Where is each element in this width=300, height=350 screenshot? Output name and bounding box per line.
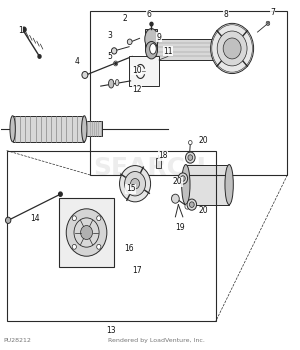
Text: 3: 3 [107, 31, 112, 40]
Text: 13: 13 [106, 326, 116, 335]
Circle shape [22, 27, 26, 32]
Circle shape [185, 152, 195, 163]
Bar [13, 116, 84, 142]
Circle shape [187, 199, 196, 210]
Bar [86, 121, 102, 136]
Bar [59, 198, 114, 267]
Bar [145, 29, 157, 50]
Text: 14: 14 [30, 214, 40, 223]
Ellipse shape [116, 79, 119, 86]
Text: 17: 17 [132, 266, 141, 275]
Ellipse shape [82, 116, 87, 142]
Ellipse shape [214, 39, 221, 60]
Circle shape [185, 204, 190, 209]
Text: Rendered by LoadVenture, Inc.: Rendered by LoadVenture, Inc. [107, 338, 204, 343]
Circle shape [217, 31, 247, 66]
Text: 15: 15 [126, 184, 135, 194]
Text: 20: 20 [199, 206, 208, 215]
Circle shape [266, 21, 270, 26]
Circle shape [172, 194, 179, 203]
Text: SEARCH: SEARCH [94, 156, 206, 180]
Circle shape [150, 22, 153, 26]
Circle shape [223, 38, 241, 59]
Circle shape [211, 23, 254, 74]
Circle shape [38, 55, 41, 58]
Text: 20: 20 [199, 136, 208, 145]
Circle shape [188, 155, 193, 160]
Text: PU28212: PU28212 [4, 338, 32, 343]
Text: 4: 4 [74, 57, 79, 66]
Text: 7: 7 [270, 8, 275, 18]
Text: 2: 2 [122, 14, 127, 23]
Circle shape [82, 71, 88, 78]
Circle shape [114, 61, 118, 66]
Text: 5: 5 [107, 52, 112, 61]
Text: 9: 9 [157, 33, 161, 42]
Circle shape [119, 166, 151, 202]
Bar [7, 150, 216, 321]
Ellipse shape [146, 42, 158, 59]
Circle shape [81, 225, 92, 239]
Circle shape [58, 192, 62, 196]
Text: 6: 6 [146, 10, 151, 19]
Bar [152, 39, 217, 60]
Circle shape [189, 202, 194, 208]
Circle shape [112, 48, 117, 54]
Text: 10: 10 [132, 66, 141, 75]
Circle shape [72, 216, 76, 220]
Text: 11: 11 [163, 47, 173, 56]
Circle shape [97, 216, 101, 220]
Circle shape [181, 176, 185, 181]
Circle shape [97, 244, 101, 249]
Text: 12: 12 [132, 85, 141, 94]
Ellipse shape [150, 43, 156, 54]
Text: 20: 20 [173, 177, 182, 187]
Circle shape [178, 173, 188, 184]
Text: 18: 18 [159, 151, 168, 160]
Ellipse shape [109, 79, 114, 88]
Text: 8: 8 [224, 10, 229, 19]
Bar [186, 164, 229, 205]
Bar [156, 158, 161, 168]
Ellipse shape [225, 164, 233, 205]
Circle shape [130, 178, 140, 189]
Ellipse shape [148, 39, 155, 60]
Bar [90, 11, 287, 175]
Circle shape [115, 62, 117, 64]
Ellipse shape [145, 29, 158, 49]
Circle shape [188, 140, 192, 145]
Text: 1: 1 [18, 26, 22, 35]
Circle shape [124, 172, 146, 196]
Text: 19: 19 [175, 223, 185, 232]
Circle shape [72, 244, 76, 249]
Circle shape [5, 217, 11, 223]
Circle shape [127, 39, 132, 44]
Ellipse shape [10, 116, 15, 142]
Bar [129, 56, 159, 86]
Ellipse shape [182, 164, 190, 205]
Circle shape [74, 218, 99, 247]
Circle shape [66, 209, 107, 256]
Text: 16: 16 [124, 244, 134, 253]
